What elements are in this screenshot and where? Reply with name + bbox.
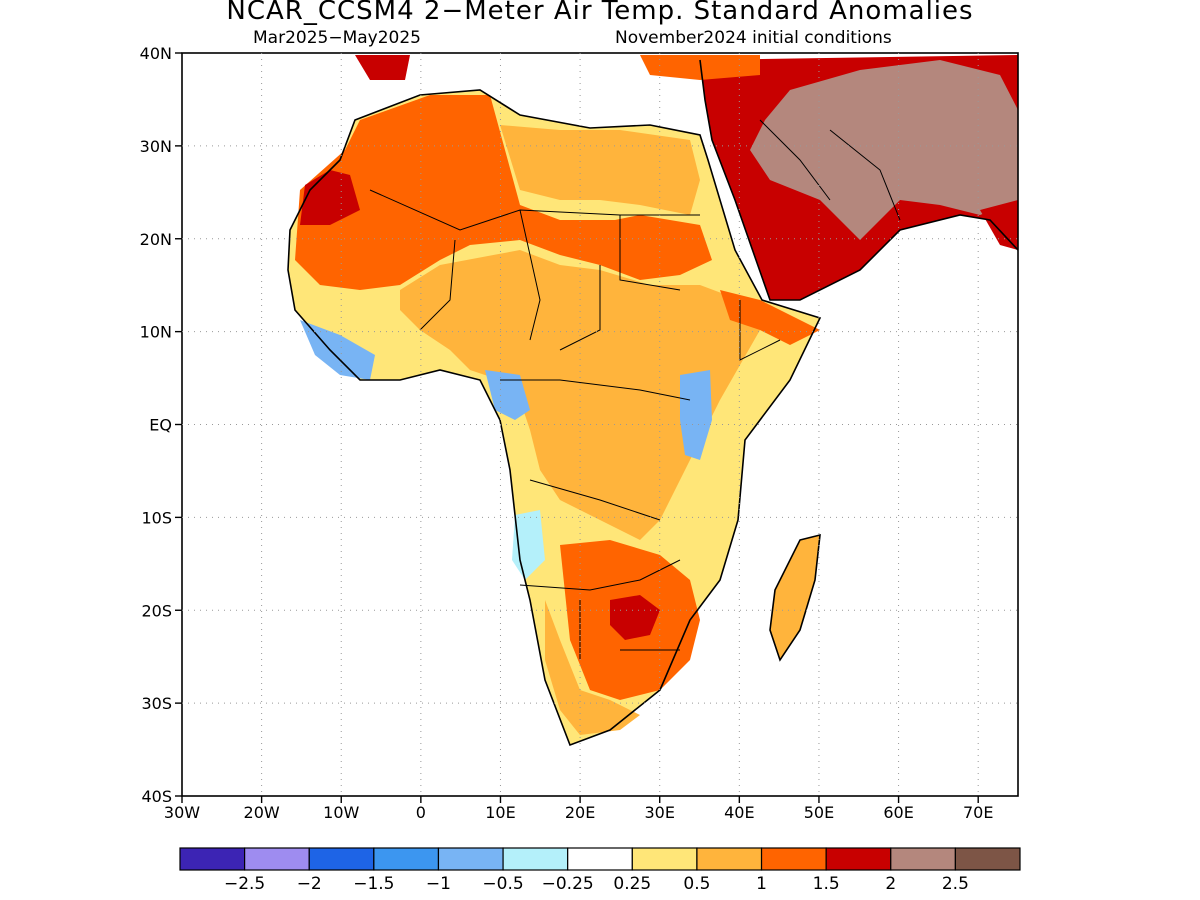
lat-tick-label: 10N [140, 323, 172, 342]
lon-tick-label: 50E [804, 803, 834, 822]
anomaly-map: 40N30N20N10NEQ10S20S30S40S 30W 20W 10W 0 10E… [0, 0, 1200, 900]
legend-label: 1 [756, 874, 767, 894]
legend-swatch [309, 848, 374, 870]
lon-tick-label: 10E [485, 803, 515, 822]
map-layers [288, 55, 1018, 745]
legend-label: −2.5 [224, 874, 265, 894]
legend-swatch [632, 848, 697, 870]
legend-label: −0.25 [542, 874, 594, 894]
lat-tick-label: 20N [140, 230, 172, 249]
legend-label: 0.5 [683, 874, 710, 894]
lat-tick-label: 40N [140, 44, 172, 63]
legend-label: −2 [297, 874, 322, 894]
legend-swatch [568, 848, 633, 870]
north-strip-red [355, 55, 410, 80]
legend-label: 0.25 [613, 874, 651, 894]
legend-label: 2 [885, 874, 896, 894]
legend-swatch [180, 848, 245, 870]
lon-tick-label: 40E [724, 803, 754, 822]
lon-tick-label: 20W [244, 803, 280, 822]
lat-tick-label: EQ [149, 416, 172, 435]
longitude-axis: 30W 20W 10W 0 10E 20E 30E 40E 50E 60E 70E [164, 796, 994, 822]
legend-swatch [826, 848, 891, 870]
lat-tick-label: 20S [141, 601, 172, 620]
legend-swatch [245, 848, 310, 870]
legend-swatch [955, 848, 1020, 870]
lon-tick-label: 30W [164, 803, 200, 822]
lat-tick-label: 10S [141, 508, 172, 527]
lon-tick-label: 70E [963, 803, 993, 822]
legend-label: −0.5 [482, 874, 523, 894]
legend-swatch [762, 848, 827, 870]
lat-tick-label: 30N [140, 137, 172, 156]
lon-tick-label: 60E [883, 803, 913, 822]
legend-label: 1.5 [813, 874, 840, 894]
legend-label: 2.5 [942, 874, 969, 894]
legend-swatch [891, 848, 956, 870]
legend-swatch [697, 848, 762, 870]
lon-tick-label: 30E [644, 803, 674, 822]
lon-tick-label: 20E [565, 803, 595, 822]
color-legend: −2.5 −2 −1.5 −1 −0.5 −0.25 0.25 0.5 1 1.5 2 2.5 [180, 848, 1020, 894]
lon-tick-label: 0 [416, 803, 426, 822]
legend-label: −1.5 [353, 874, 394, 894]
legend-label: −1 [426, 874, 451, 894]
legend-swatch [503, 848, 568, 870]
turkey-warm [640, 55, 760, 80]
legend-swatch [374, 848, 439, 870]
lon-tick-label: 10W [323, 803, 359, 822]
legend-swatch [438, 848, 503, 870]
lat-tick-label: 30S [141, 694, 172, 713]
madagascar [770, 535, 820, 660]
